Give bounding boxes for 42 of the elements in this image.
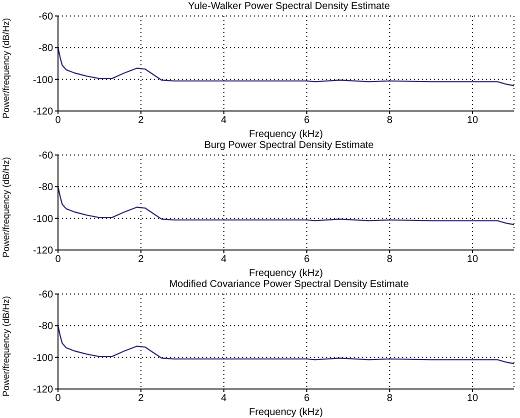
y-tick-label: -80 — [38, 43, 54, 54]
x-tick-label: 4 — [221, 393, 228, 404]
chart-title: Yule-Walker Power Spectral Density Estimate — [187, 1, 391, 12]
x-axis-title: Frequency (kHz) — [249, 129, 323, 140]
y-tick-label: -100 — [32, 352, 54, 364]
x-tick-label: 2 — [138, 254, 144, 266]
x-tick-label: 2 — [138, 393, 144, 404]
x-tick-label: 10 — [466, 115, 479, 126]
x-tick-label: 4 — [221, 115, 228, 126]
x-tick-label: 0 — [55, 115, 62, 126]
x-tick-label: 6 — [304, 393, 310, 404]
y-tick-label: -80 — [38, 321, 54, 332]
x-tick-label: 6 — [304, 254, 310, 266]
x-tick-label: 0 — [55, 254, 62, 266]
y-axis-title: Power/frequency (dB/Hz) — [1, 18, 12, 118]
chart-title: Modified Covariance Power Spectral Density Estimate — [168, 279, 410, 290]
line-series — [58, 47, 514, 86]
x-tick-label: 8 — [386, 393, 393, 404]
line-series — [58, 186, 514, 226]
chart-title: Burg Power Spectral Density Estimate — [203, 140, 375, 151]
y-tick-label: -60 — [38, 12, 54, 23]
x-tick-label: 8 — [386, 254, 393, 266]
y-axis-title: Power/frequency (dB/Hz) — [1, 296, 12, 396]
x-tick-label: 6 — [304, 115, 310, 126]
x-axis-title: Frequency (kHz) — [249, 407, 323, 418]
x-tick-label: 10 — [466, 393, 479, 404]
y-tick-label: -120 — [32, 384, 54, 396]
y-tick-label: -120 — [32, 246, 54, 257]
y-tick-label: -80 — [38, 182, 54, 194]
x-tick-label: 0 — [55, 393, 62, 404]
x-tick-label: 10 — [466, 254, 479, 266]
x-tick-label: 4 — [221, 254, 228, 266]
y-tick-label: -60 — [38, 150, 54, 162]
x-axis-title: Frequency (kHz) — [249, 268, 323, 279]
x-tick-label: 2 — [138, 115, 144, 126]
x-tick-label: 8 — [386, 115, 393, 126]
y-tick-label: -60 — [38, 290, 54, 301]
y-axis-title: Power/frequency (dB/Hz) — [1, 156, 12, 258]
y-tick-label: -100 — [32, 74, 54, 86]
y-tick-label: -120 — [32, 106, 54, 118]
line-series — [58, 325, 514, 364]
y-tick-label: -100 — [32, 214, 54, 225]
